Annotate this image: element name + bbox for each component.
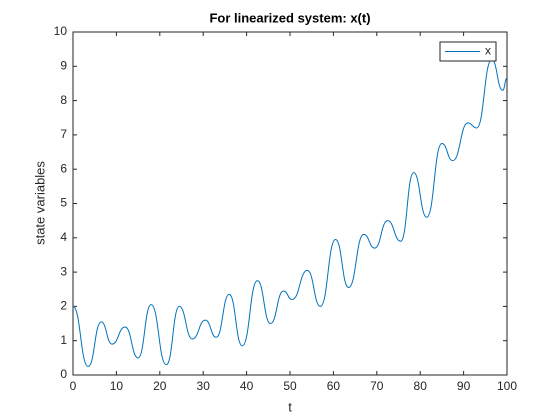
y-tick-label: 10 xyxy=(54,24,68,38)
y-axis-label: state variables xyxy=(32,161,47,245)
data-line xyxy=(72,58,508,367)
y-tick-label: 6 xyxy=(60,161,67,175)
axes-box xyxy=(72,31,508,376)
x-tick-label: 70 xyxy=(370,379,384,393)
x-tick-label: 0 xyxy=(70,379,77,393)
y-tick-label: 3 xyxy=(60,264,67,278)
x-tick-label: 60 xyxy=(327,379,341,393)
x-tick-label: 30 xyxy=(197,379,211,393)
y-tick-label: 1 xyxy=(60,333,67,347)
x-tick-label: 50 xyxy=(283,379,297,393)
y-tick-label: 9 xyxy=(60,58,67,72)
y-tick-label: 0 xyxy=(60,367,67,381)
x-tick-label: 100 xyxy=(497,379,517,393)
y-tick-label: 2 xyxy=(60,299,67,313)
chart-title: For linearized system: x(t) xyxy=(209,10,370,25)
y-tick-label: 8 xyxy=(60,93,67,107)
x-tick-label: 40 xyxy=(240,379,254,393)
x-tick-label: 90 xyxy=(457,379,471,393)
x-tick-label: 20 xyxy=(153,379,167,393)
x-tick-label: 10 xyxy=(110,379,124,393)
y-tick-label: 4 xyxy=(60,230,67,244)
x-axis-label: t xyxy=(288,399,292,414)
y-tick-label: 7 xyxy=(60,127,67,141)
y-tick-label: 5 xyxy=(60,196,67,210)
x-tick-label: 80 xyxy=(414,379,428,393)
legend-label: x xyxy=(485,44,491,58)
